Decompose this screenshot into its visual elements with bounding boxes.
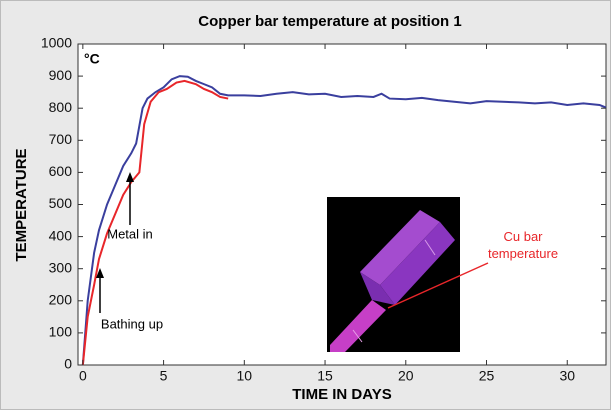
- y-tick-label: 100: [49, 324, 73, 340]
- y-axis-label: TEMPERATURE: [13, 148, 30, 261]
- y-tick-label: 400: [49, 227, 73, 243]
- x-tick-label: 25: [479, 368, 495, 384]
- y-tick-label: 700: [49, 131, 73, 147]
- x-tick-label: 0: [79, 368, 87, 384]
- unit-label: °C: [84, 51, 100, 67]
- y-tick-label: 500: [49, 195, 73, 211]
- annotation: Bathing up: [101, 316, 163, 331]
- chart-title: Copper bar temperature at position 1: [198, 13, 461, 30]
- chart: Copper bar temperature at position 1 TIM…: [0, 0, 611, 410]
- x-tick-label: 30: [559, 368, 575, 384]
- x-tick-label: 20: [398, 368, 414, 384]
- inset-image: [327, 197, 460, 352]
- x-tick-label: 15: [317, 368, 333, 384]
- x-tick-label: 5: [160, 368, 168, 384]
- y-tick-label: 800: [49, 99, 73, 115]
- y-tick-label: 600: [49, 163, 73, 179]
- y-tick-label: 1000: [41, 35, 72, 51]
- y-tick-label: 200: [49, 292, 73, 308]
- annotation: Metal in: [107, 226, 153, 241]
- x-tick-label: 10: [237, 368, 253, 384]
- y-tick-label: 0: [64, 356, 72, 372]
- y-tick-label: 300: [49, 259, 73, 275]
- x-axis-label: TIME IN DAYS: [292, 386, 391, 403]
- y-tick-label: 900: [49, 67, 73, 83]
- annotation: Cu bar temperature: [478, 228, 568, 262]
- page: Copper bar temperature at position 1 TIM…: [0, 0, 611, 410]
